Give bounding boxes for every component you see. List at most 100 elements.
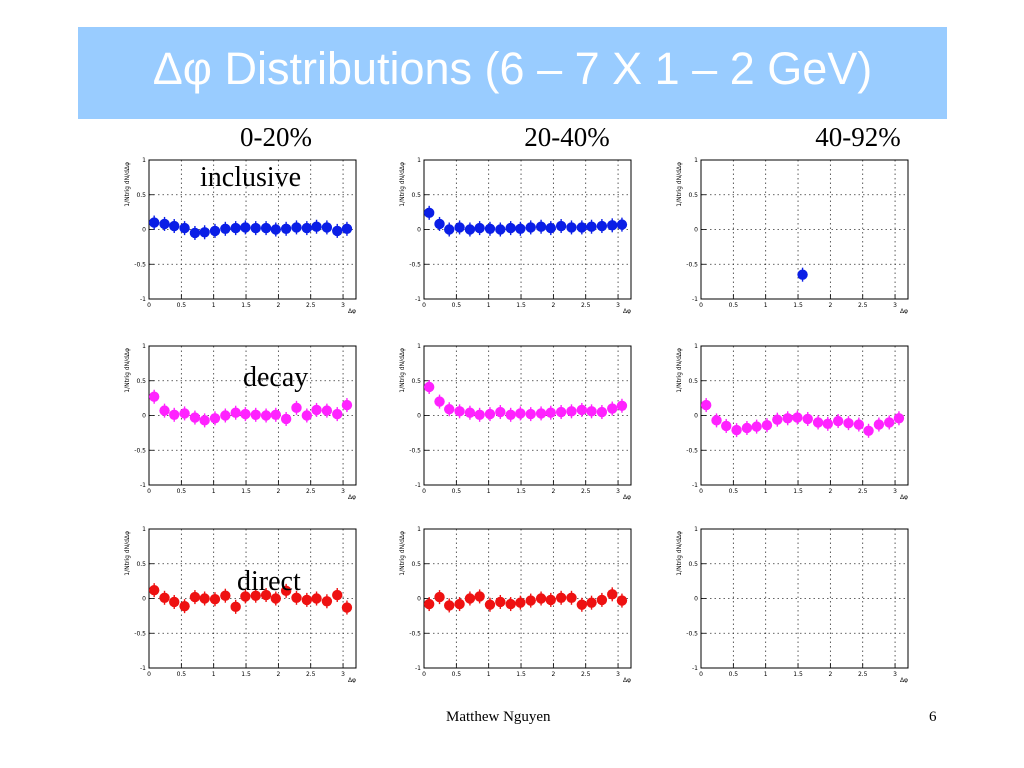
y-tick-label: 0 — [142, 227, 146, 234]
y-tick-label: -0.5 — [686, 261, 698, 268]
data-point — [220, 590, 231, 601]
footer-page-number: 6 — [929, 709, 937, 725]
x-axis-label: Δφ — [623, 677, 631, 683]
x-tick-label: 1 — [212, 302, 216, 309]
chart-panel-inclusive-3: 1 0.5 0 -0.5 -1 0 0.5 1 1.5 2 2.5 3 1/Ntrig dN/dΔφ Δφ — [672, 152, 917, 314]
data-point — [423, 207, 435, 219]
data-point — [159, 218, 170, 230]
data-point — [616, 219, 628, 230]
y-tick-label: -0.5 — [409, 630, 421, 637]
x-tick-label: 1 — [764, 488, 768, 495]
data-point — [812, 417, 824, 428]
x-tick-label: 1.5 — [793, 488, 803, 495]
y-tick-label: 0.5 — [688, 378, 698, 385]
x-tick-label: 1.5 — [516, 488, 526, 495]
data-point — [495, 406, 506, 418]
data-point — [525, 222, 536, 233]
data-point — [873, 419, 885, 430]
data-point — [179, 408, 190, 419]
data-point — [495, 224, 506, 235]
y-tick-label: -0.5 — [409, 447, 421, 454]
data-point — [444, 404, 455, 415]
y-tick-label: 0 — [694, 227, 698, 234]
data-point — [782, 413, 793, 424]
data-point — [576, 404, 588, 416]
page-title: Δφ Distributions (6 – 7 X 1 – 2 GeV) — [152, 43, 873, 94]
data-point — [721, 420, 732, 432]
x-tick-label: 2 — [551, 302, 555, 309]
data-point — [332, 589, 343, 601]
x-tick-label: 2.5 — [858, 302, 868, 309]
data-point — [832, 415, 844, 427]
chart-panel-inclusive-1: 1 0.5 0 -0.5 -1 0 0.5 1 1.5 2 2.5 3 1/Ntrig dN/dΔφ Δφ — [120, 152, 365, 314]
data-point — [179, 600, 190, 612]
x-tick-label: 2.5 — [581, 488, 591, 495]
y-tick-label: 0.5 — [688, 561, 698, 568]
data-point — [797, 269, 808, 280]
data-point — [260, 222, 272, 234]
y-tick-label: -1 — [692, 296, 698, 303]
data-point — [843, 417, 854, 429]
data-point — [220, 410, 231, 421]
data-point — [291, 402, 302, 414]
x-tick-label: 3 — [893, 488, 897, 495]
data-point — [169, 220, 180, 232]
data-point — [423, 381, 435, 393]
data-point — [434, 218, 445, 230]
y-tick-label: 1 — [694, 526, 698, 533]
data-point — [291, 222, 302, 233]
data-point — [863, 425, 874, 436]
y-tick-label: 0.5 — [411, 192, 421, 199]
data-point — [566, 592, 577, 604]
x-tick-label: 2.5 — [581, 671, 591, 678]
x-tick-label: 2 — [828, 671, 832, 678]
data-point — [555, 220, 567, 232]
y-tick-label: -1 — [140, 665, 146, 672]
x-tick-label: 0.5 — [729, 671, 739, 678]
data-point — [260, 589, 272, 601]
data-point — [240, 591, 251, 602]
data-point — [179, 222, 190, 234]
row-label-inclusive: inclusive — [200, 162, 302, 193]
data-point — [515, 597, 526, 608]
data-point — [230, 601, 241, 613]
data-point — [505, 598, 516, 610]
data-point — [586, 597, 597, 608]
x-tick-label: 0 — [147, 302, 151, 309]
title-bar: Δφ Distributions (6 – 7 X 1 – 2 GeV) — [78, 27, 947, 119]
data-point — [505, 409, 516, 421]
data-point — [444, 600, 455, 611]
data-point — [802, 413, 813, 425]
data-point — [700, 399, 712, 411]
x-tick-label: 2 — [828, 488, 832, 495]
x-tick-label: 1 — [487, 671, 491, 678]
y-tick-label: -1 — [415, 296, 421, 303]
x-tick-label: 3 — [341, 488, 345, 495]
data-point — [321, 596, 333, 607]
data-point — [169, 409, 180, 421]
chart-panel-direct-1: 1 0.5 0 -0.5 -1 0 0.5 1 1.5 2 2.5 3 1/Ntrig dN/dΔφ Δφ — [120, 521, 365, 683]
data-point — [250, 590, 261, 601]
y-tick-label: 1 — [142, 526, 146, 533]
x-tick-label: 3 — [893, 302, 897, 309]
data-point — [741, 422, 753, 434]
x-tick-label: 0.5 — [177, 671, 187, 678]
data-point — [525, 408, 536, 420]
x-tick-label: 2 — [276, 671, 280, 678]
row-label-direct: direct — [237, 566, 301, 597]
x-tick-label: 2 — [276, 488, 280, 495]
data-point — [616, 400, 628, 411]
x-tick-label: 1.5 — [516, 302, 526, 309]
data-point — [576, 222, 588, 233]
y-tick-label: 0.5 — [688, 192, 698, 199]
x-axis-label: Δφ — [623, 494, 631, 500]
data-point — [484, 223, 496, 235]
data-point — [270, 409, 281, 421]
data-point — [434, 396, 445, 407]
x-tick-label: 1 — [764, 671, 768, 678]
data-point — [731, 424, 742, 436]
y-tick-label: 1 — [142, 157, 146, 164]
y-tick-label: 0 — [694, 413, 698, 420]
